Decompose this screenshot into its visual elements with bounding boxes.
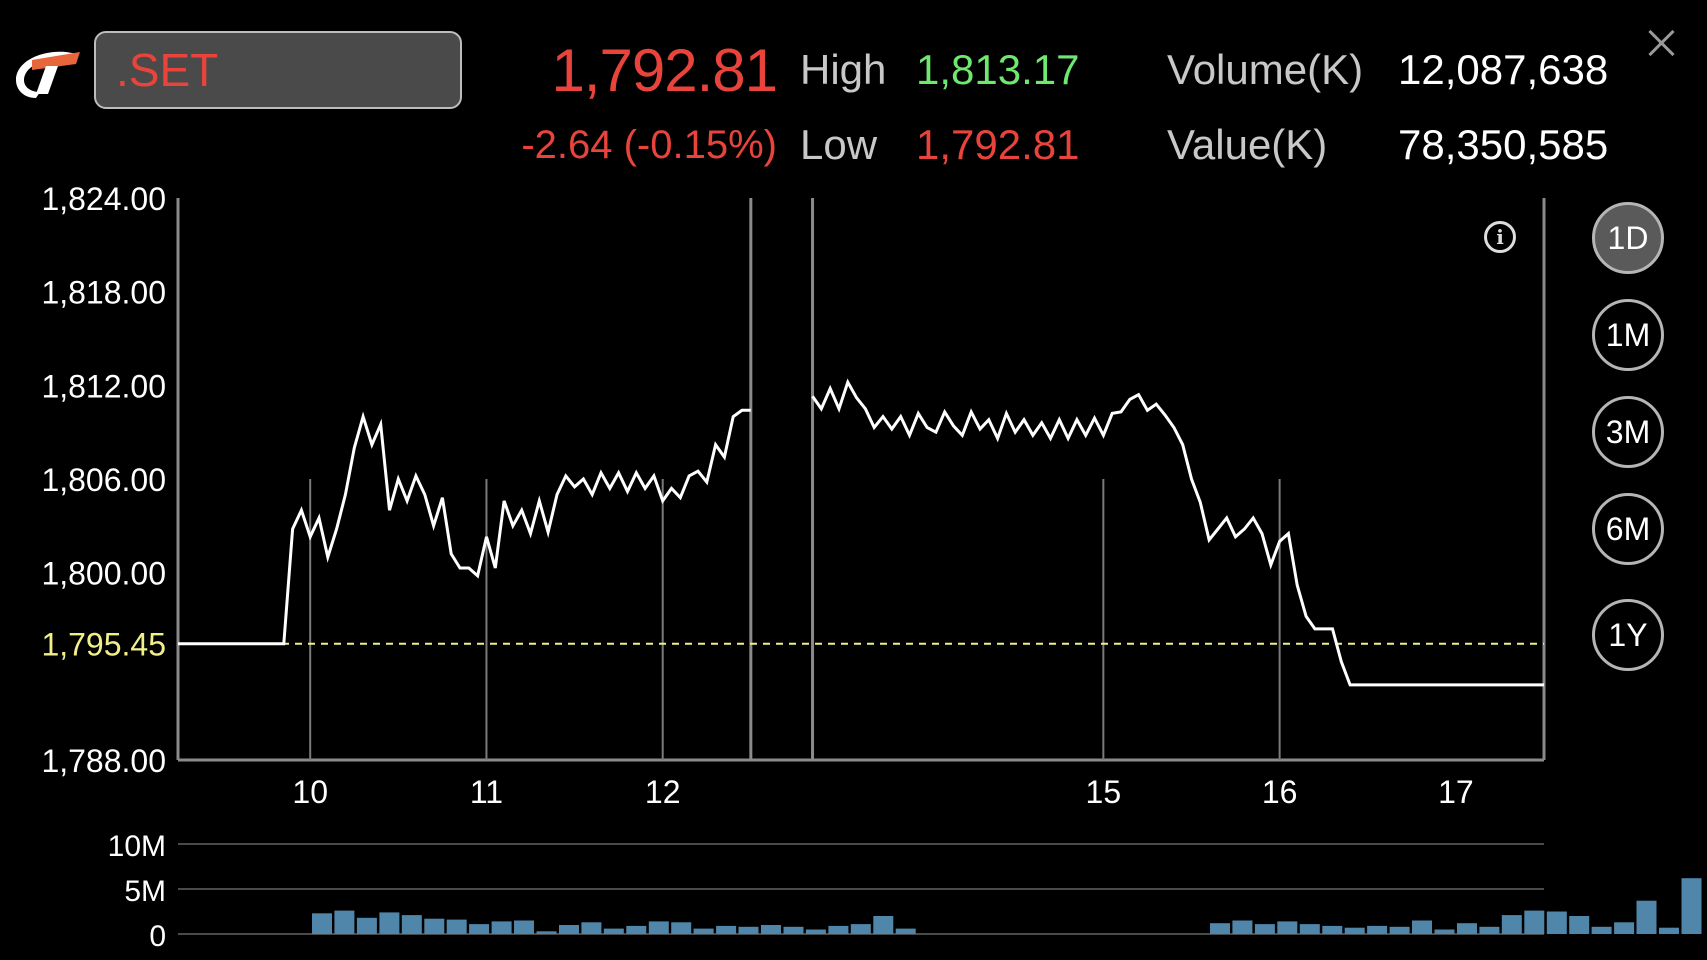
volume-bar [1659,927,1679,934]
volume-tick-label: 0 [149,920,166,953]
volume-bar [1591,926,1612,934]
volume-bar [693,928,714,934]
volume-bar [1210,923,1230,934]
volume-bar [334,910,355,934]
volume-bar [1457,923,1477,934]
volume-bar [1636,900,1657,934]
volume-bar [424,918,445,934]
symbol-text: .SET [116,44,219,96]
x-tick-label: 17 [1438,774,1474,810]
volume-bar [828,925,849,934]
y-tick-label: 1,806.00 [41,462,166,498]
volume-bar [1322,925,1343,934]
volume-bar [379,912,400,934]
volume-bar [626,925,647,934]
volume-bar [1254,924,1275,934]
volume-value: 12,087,638 [1398,46,1609,93]
value-value: 78,350,585 [1398,121,1609,168]
x-tick-label: 15 [1086,774,1122,810]
volume-bar [761,925,781,934]
x-tick-label: 10 [292,774,328,810]
volume-bar [603,928,624,934]
volume-bar [446,919,467,934]
x-tick-label: 11 [470,774,503,810]
volume-bar [536,931,557,934]
range-button-1y[interactable]: 1Y [1592,599,1664,671]
volume-bar [1614,922,1635,934]
price-change: -2.64 (-0.15%) [521,123,777,167]
volume-bar [671,922,692,934]
y-tick-label: 1,824.00 [41,181,166,217]
volume-bar [850,924,871,934]
volume-bar [559,925,579,934]
volume-bar [648,921,669,934]
y-tick-label: 1,800.00 [41,556,166,592]
volume-bar [1367,925,1388,934]
volume-bar [1681,878,1702,934]
volume-bar [895,928,916,934]
y-tick-label: 1,818.00 [41,275,166,311]
range-button-3m[interactable]: 3M [1592,396,1664,468]
volume-bar [783,926,804,934]
prior-close-label: 1,795.45 [41,627,166,663]
low-label: Low [800,121,878,168]
volume-bar [1412,920,1432,934]
volume-bar [469,924,490,934]
volume-bar [1299,924,1320,934]
high-value: 1,813.17 [916,46,1080,93]
volume-bar [716,925,737,934]
volume-tick-label: 10M [108,830,166,863]
volume-bar [312,913,332,934]
y-tick-label: 1,788.00 [41,743,166,779]
volume-bar [1277,921,1298,934]
range-button-1m[interactable]: 1M [1592,299,1664,371]
volume-bar [1569,916,1590,934]
volume-bar [805,929,826,934]
volume-bar [356,917,377,934]
range-button-6m[interactable]: 6M [1592,493,1664,565]
volume-bar [738,926,759,934]
price-line-session-2 [811,378,1544,687]
last-price: 1,792.81 [551,37,778,104]
info-icon[interactable]: i [1484,221,1516,253]
volume-bar [581,922,602,934]
volume-bar [1479,926,1500,934]
y-tick-label: 1,812.00 [41,368,166,404]
volume-bar [1389,926,1410,934]
volume-bar [491,921,512,934]
volume-bar [1501,915,1522,934]
volume-bar [1232,920,1253,934]
volume-bar [1434,929,1455,934]
price-line-session-1 [178,408,751,646]
broker-logo-icon [10,44,82,100]
high-label: High [800,46,887,93]
low-value: 1,792.81 [916,121,1080,168]
volume-bar [514,920,534,934]
x-tick-label: 16 [1262,774,1298,810]
volume-bar [873,916,894,934]
symbol-search-input[interactable]: .SET [94,31,462,109]
value-label: Value(K) [1167,121,1328,168]
volume-tick-label: 5M [124,875,166,908]
volume-bar [1546,911,1567,934]
x-tick-label: 12 [645,774,681,810]
volume-bar [1524,910,1545,934]
volume-label: Volume(K) [1167,46,1364,93]
volume-bar [1344,927,1365,934]
volume-bar [401,915,422,934]
range-button-1d[interactable]: 1D [1592,202,1664,274]
